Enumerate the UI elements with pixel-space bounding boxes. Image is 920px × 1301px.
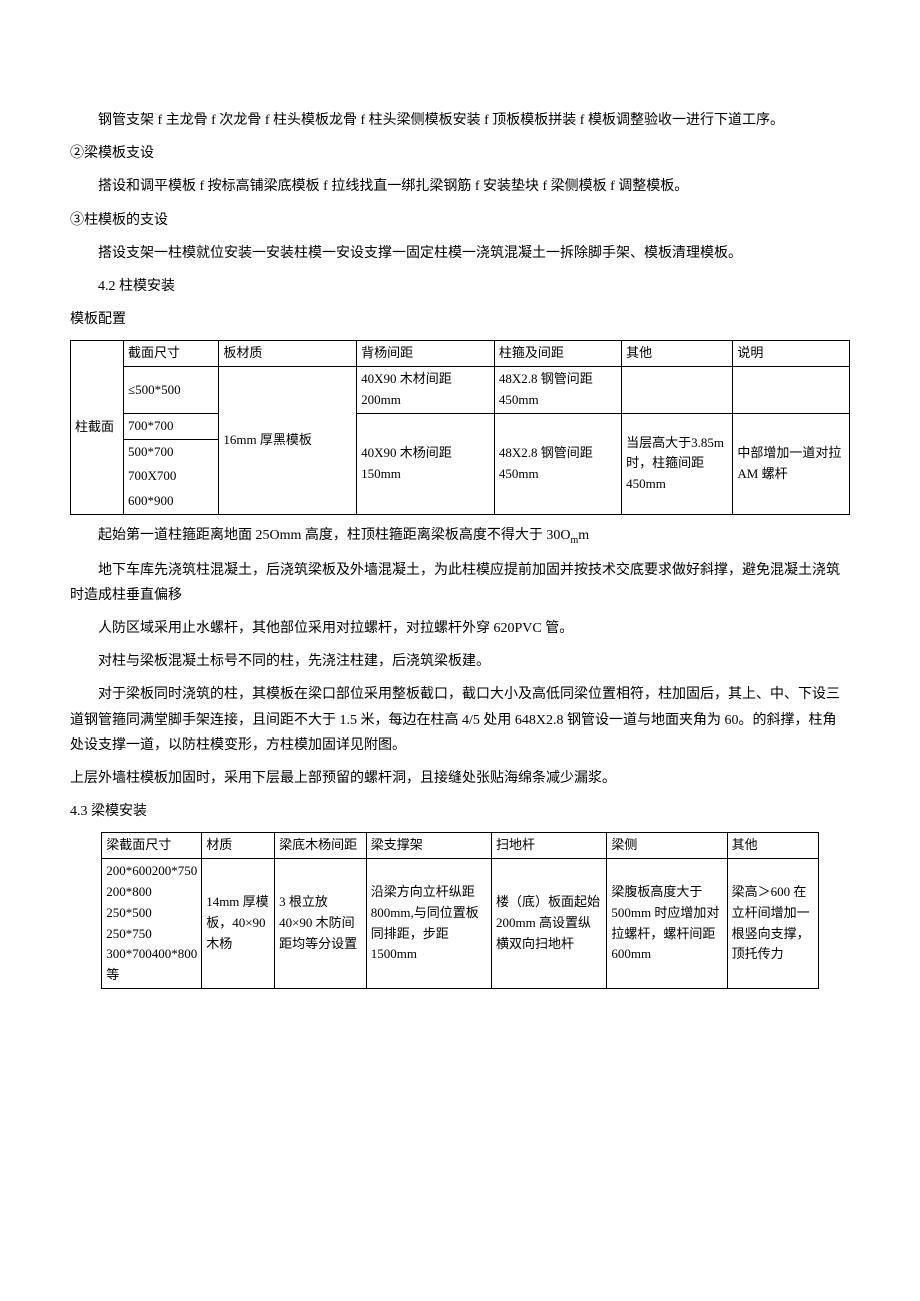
- header-cell: 扫地杆: [491, 833, 606, 859]
- cell-back: 40X90 木材间距200mm: [357, 367, 495, 414]
- p1-text-c: m: [578, 528, 589, 543]
- cell-size: 200*600200*750 200*800 250*500 250*750 3…: [102, 859, 202, 989]
- row-label-cell: 柱截面: [71, 341, 124, 515]
- cell-size-group: 700*700 500*700 700X700 600*900: [123, 413, 218, 514]
- header-cell: 其他: [622, 341, 733, 367]
- header-cell: 梁支撑架: [366, 833, 491, 859]
- section-42-label: 4.2 柱模安装: [70, 274, 850, 299]
- cell-material: 14mm 厚模板，40×90 木杨: [202, 859, 275, 989]
- cell-note: [733, 367, 850, 414]
- table-column-config: 柱截面 截面尺寸 板材质 背杨间距 柱箍及间距 其他 说明 ≤500*500 1…: [70, 340, 850, 515]
- cell-note: 中部增加一道对拉 AM 螺杆: [733, 413, 850, 514]
- table-row: ≤500*500 16mm 厚黑模板 40X90 木材间距200mm 48X2.…: [71, 367, 850, 414]
- after-t1-p4: 对柱与梁板混凝土标号不同的柱，先浇注柱建，后浇筑梁板建。: [70, 649, 850, 674]
- p1-text-a: 起始第一道柱箍距离地面 25Omm 高度，柱顶柱箍距离梁板高度不得大于 30O: [98, 528, 571, 543]
- header-cell: 其他: [727, 833, 818, 859]
- cell-other: 梁高＞600 在立杆间增加一根竖向支撑，顶托传力: [727, 859, 818, 989]
- cell-hoop: 48X2.8 钢管间距450mm: [494, 413, 621, 514]
- table-row: 700*700 500*700 700X700 600*900 40X90 木杨…: [71, 413, 850, 514]
- section-2-p1: 搭设和调平模板 f 按标高铺梁底模板 f 拉线找直一绑扎梁钢筋 f 安装垫块 f…: [70, 174, 850, 199]
- table-beam-install: 梁截面尺寸 材质 梁底木杨间距 梁支撑架 扫地杆 梁侧 其他 200*60020…: [101, 832, 819, 989]
- after-t1-p3: 人防区域采用止水螺杆，其他部位采用对拉螺杆，对拉螺杆外穿 620PVC 管。: [70, 616, 850, 641]
- header-cell: 柱箍及间距: [494, 341, 621, 367]
- cell-size2-1: 700*700: [124, 414, 218, 439]
- cell-material: 16mm 厚黑模板: [219, 367, 357, 515]
- section-2-title: ②梁模板支设: [70, 141, 850, 166]
- after-t1-p5: 对于梁板同时浇筑的柱，其模板在梁口部位采用整板截口，截口大小及高低同梁位置相符，…: [70, 682, 850, 758]
- cell-size2-4: 600*900: [124, 489, 218, 514]
- header-cell: 梁侧: [607, 833, 727, 859]
- header-cell: 梁底木杨间距: [275, 833, 367, 859]
- config-label: 模板配置: [70, 307, 850, 332]
- header-cell: 材质: [202, 833, 275, 859]
- table-row: 200*600200*750 200*800 250*500 250*750 3…: [102, 859, 819, 989]
- cell-support: 沿梁方向立杆纵距 800mm,与同位置板同排距，步距 1500mm: [366, 859, 491, 989]
- cell-size2-3: 700X700: [124, 464, 218, 489]
- cell-back: 40X90 木杨间距150mm: [357, 413, 495, 514]
- after-t1-p1: 起始第一道柱箍距离地面 25Omm 高度，柱顶柱箍距离梁板高度不得大于 30O m…: [70, 523, 850, 550]
- cell-side: 梁腹板高度大于500mm 时应增加对拉螺杆，螺杆间距 600mm: [607, 859, 727, 989]
- cell-spacing: 3 根立放 40×90 木防间距均等分设置: [275, 859, 367, 989]
- section-43-label: 4.3 梁模安装: [70, 799, 850, 824]
- section-3-p1: 搭设支架一柱模就位安装一安装柱模一安设支撑一固定柱模一浇筑混凝土一拆除脚手架、模…: [70, 241, 850, 266]
- header-cell: 板材质: [219, 341, 357, 367]
- table-row: 柱截面 截面尺寸 板材质 背杨间距 柱箍及间距 其他 说明: [71, 341, 850, 367]
- cell-hoop: 48X2.8 钢管问距450mm: [494, 367, 621, 414]
- cell-other: [622, 367, 733, 414]
- intro-paragraph: 钢管支架 f 主龙骨 f 次龙骨 f 柱头模板龙骨 f 柱头梁侧模板安装 f 顶…: [70, 108, 850, 133]
- cell-other: 当层高大于3.85m 时，柱箍间距 450mm: [622, 413, 733, 514]
- header-cell: 梁截面尺寸: [102, 833, 202, 859]
- table-row: 梁截面尺寸 材质 梁底木杨间距 梁支撑架 扫地杆 梁侧 其他: [102, 833, 819, 859]
- cell-size: ≤500*500: [123, 367, 218, 414]
- header-cell: 说明: [733, 341, 850, 367]
- cell-size2-2: 500*700: [124, 439, 218, 464]
- header-cell: 背杨间距: [357, 341, 495, 367]
- after-t1-p6: 上层外墙柱模板加固时，采用下层最上部预留的螺杆洞，且接缝处张贴海绵条减少漏浆。: [70, 766, 850, 791]
- after-t1-p2: 地下车库先浇筑柱混凝土，后浇筑梁板及外墙混凝土，为此柱模应提前加固并按技术交底要…: [70, 558, 850, 608]
- cell-ground: 楼（底）板面起始 200mm 高设置纵横双向扫地杆: [491, 859, 606, 989]
- header-cell: 截面尺寸: [123, 341, 218, 367]
- section-3-title: ③柱模板的支设: [70, 208, 850, 233]
